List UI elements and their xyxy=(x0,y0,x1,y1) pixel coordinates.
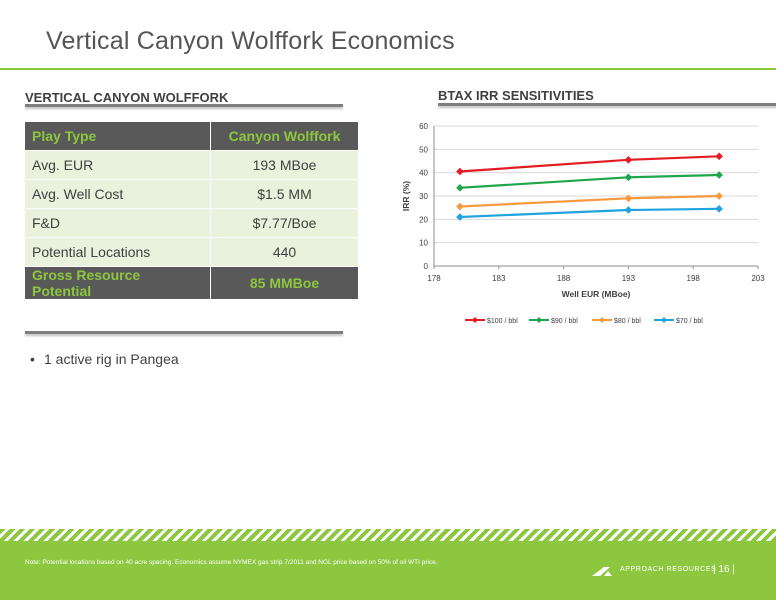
bullet-dot-icon: • xyxy=(30,351,35,367)
left-heading-rule xyxy=(25,104,343,107)
legend-label: $90 / bbl xyxy=(551,318,578,325)
table-cell-value: $7.77/Boe xyxy=(210,208,359,238)
y-tick-label: 40 xyxy=(419,169,428,178)
y-tick-label: 60 xyxy=(419,122,428,131)
table-header-cell: Play Type xyxy=(24,121,211,151)
x-tick-label: 198 xyxy=(687,274,701,283)
series-line xyxy=(459,207,720,219)
legend-label: $100 / bbl xyxy=(487,318,518,325)
data-point xyxy=(715,205,723,213)
series-line xyxy=(459,194,720,208)
company-logo-icon xyxy=(592,567,612,576)
table-row: F&D $7.77/Boe xyxy=(24,208,359,238)
y-tick-label: 30 xyxy=(419,192,428,201)
y-tick-label: 10 xyxy=(419,239,428,248)
table-cell-label: F&D xyxy=(24,208,211,238)
y-tick-label: 50 xyxy=(419,145,428,154)
data-point xyxy=(624,206,633,214)
right-section-heading: BTAX IRR SENSITIVITIES xyxy=(438,88,594,103)
series-line xyxy=(459,173,720,189)
left-section-heading: VERTICAL CANYON WOLFFORK xyxy=(25,90,229,105)
x-tick-label: 193 xyxy=(622,274,636,283)
footer-stripes xyxy=(0,529,776,541)
data-point xyxy=(624,194,633,203)
table-cell-label: Avg. EUR xyxy=(24,150,211,180)
x-tick-label: 203 xyxy=(751,274,765,283)
x-tick-label: 183 xyxy=(492,274,506,283)
footer-bar: Note: Potential locations based on 40 ac… xyxy=(0,541,776,600)
bullet-item: • 1 active rig in Pangea xyxy=(30,351,179,367)
table-footer-label: Gross Resource Potential xyxy=(24,266,211,300)
table-row: Potential Locations 440 xyxy=(24,237,359,267)
page-number: | 16 | xyxy=(713,564,735,575)
legend-marker xyxy=(536,317,542,323)
right-heading-rule xyxy=(438,103,776,106)
legend-label: $80 / bbl xyxy=(614,318,641,325)
table-footer-value: 85 MMBoe xyxy=(210,266,359,300)
y-tick-label: 20 xyxy=(419,215,428,224)
table-cell-value: 440 xyxy=(210,237,359,267)
table-row: Avg. Well Cost $1.5 MM xyxy=(24,179,359,209)
footer-note: Note: Potential locations based on 40 ac… xyxy=(25,559,438,566)
table-cell-value: 193 MBoe xyxy=(210,150,359,180)
legend-marker xyxy=(599,317,605,323)
data-point xyxy=(715,171,723,179)
data-point xyxy=(624,156,633,164)
bullet-text: 1 active rig in Pangea xyxy=(44,351,179,367)
data-point xyxy=(456,167,464,176)
table-cell-value: $1.5 MM xyxy=(210,179,359,209)
series-line xyxy=(459,155,720,173)
table-header-row: Play Type Canyon Wolffork xyxy=(24,121,359,151)
table-footer-row: Gross Resource Potential 85 MMBoe xyxy=(24,266,359,300)
company-name: APPROACH RESOURCES xyxy=(620,566,717,573)
slide-title: Vertical Canyon Wolffork Economics xyxy=(46,27,455,55)
x-axis-label: Well EUR (MBoe) xyxy=(562,289,631,299)
y-axis-label: IRR (%) xyxy=(401,181,411,211)
economics-table: Play Type Canyon Wolffork Avg. EUR 193 M… xyxy=(24,121,359,300)
table-cell-label: Potential Locations xyxy=(24,237,211,267)
legend-label: $70 / bbl xyxy=(676,318,703,325)
data-point xyxy=(715,152,723,161)
table-header-cell: Canyon Wolffork xyxy=(210,121,359,151)
table-cell-label: Avg. Well Cost xyxy=(24,179,211,209)
data-point xyxy=(624,173,633,182)
title-divider xyxy=(0,68,776,70)
data-point xyxy=(456,202,464,211)
data-point xyxy=(715,192,723,200)
x-tick-label: 178 xyxy=(427,274,441,283)
legend-marker xyxy=(472,317,478,323)
legend-marker xyxy=(661,317,667,323)
data-point xyxy=(456,213,464,221)
table-row: Avg. EUR 193 MBoe xyxy=(24,150,359,180)
data-point xyxy=(456,184,464,192)
y-tick-label: 0 xyxy=(424,262,429,271)
x-tick-label: 188 xyxy=(557,274,571,283)
left-bottom-rule xyxy=(25,331,343,334)
